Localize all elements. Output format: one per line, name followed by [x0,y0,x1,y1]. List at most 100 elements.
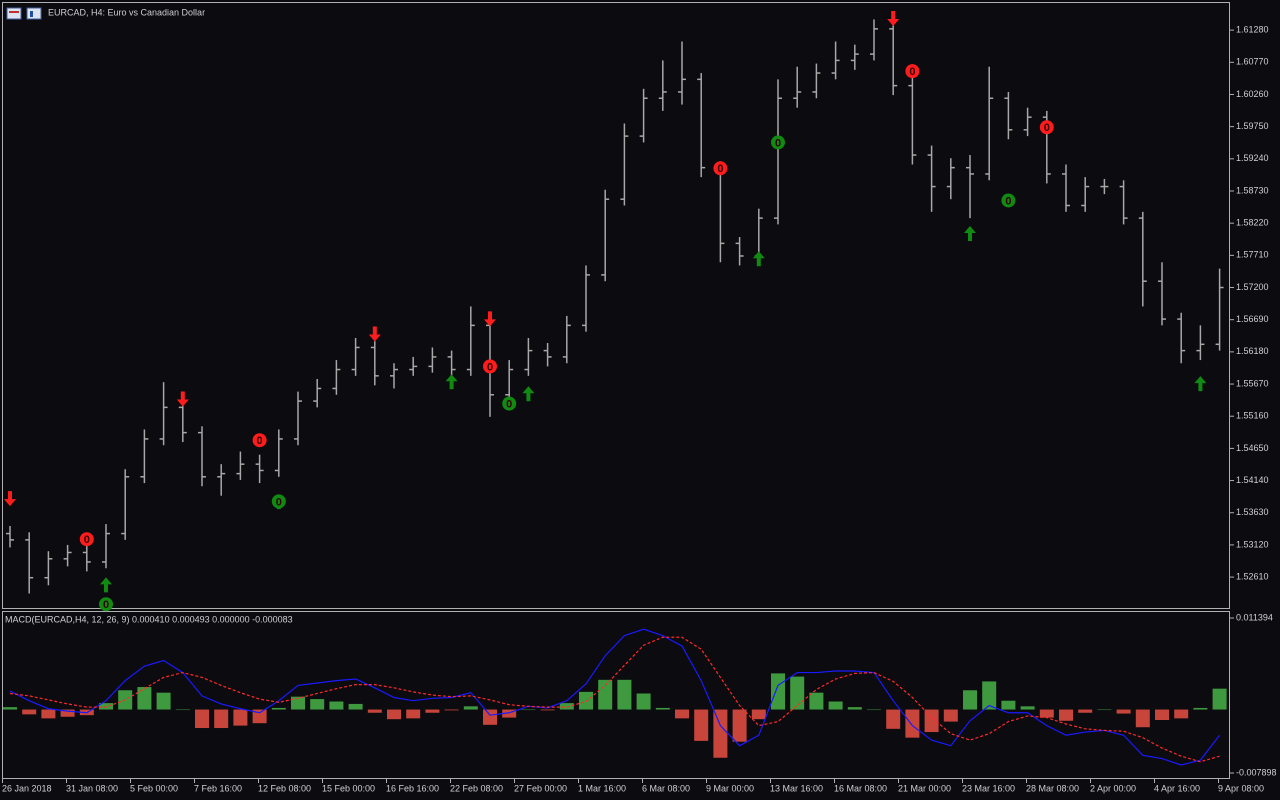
x-tick-label: 13 Mar 16:00 [770,783,823,793]
histogram-bar [214,709,229,729]
y-tick-label: 1.54140 [1236,475,1269,485]
x-tick-label: 22 Feb 08:00 [450,783,503,793]
x-tick-label: 6 Mar 08:00 [642,783,690,793]
histogram-bar [195,709,209,729]
histogram-bar [310,699,325,710]
histogram-bar [905,709,920,738]
histogram-bar [943,709,958,722]
signal-label: 0 [909,66,915,78]
buy-arrow [752,251,765,267]
sell-arrow [484,311,496,327]
histogram-bar [463,706,478,710]
x-tick-label: 31 Jan 08:00 [66,783,118,793]
y-tick-label: 1.59240 [1236,153,1269,163]
x-tick-label: 16 Feb 16:00 [386,783,439,793]
histogram-bar [502,709,517,718]
histogram-bar [1059,709,1073,721]
y-tick-label: 1.52610 [1236,571,1269,581]
histogram-bar [41,709,56,719]
signal-circle [1001,193,1016,208]
icon [6,7,22,20]
histogram-bar [1097,709,1112,711]
x-tick-label: 2 Apr 00:00 [1090,783,1136,793]
x-tick-label: 7 Feb 16:00 [194,783,242,793]
signal-label: 0 [257,435,263,447]
buy-arrow [522,386,535,402]
histogram-bar [636,693,651,710]
y-tick-label: -0.007898 [1236,767,1277,777]
chart-title: EURCAD, H4: Euro vs Canadian Dollar [48,7,205,17]
x-tick-label: 5 Feb 00:00 [130,783,178,793]
macd-line [9,628,1221,766]
sell-arrow [368,326,381,342]
signal-circle [771,135,785,150]
histogram-bar [1116,709,1131,714]
y-tick-label: 1.57200 [1236,282,1269,292]
histogram-bar [809,692,824,710]
signal-label: 0 [276,496,282,508]
histogram-bar [1155,709,1169,720]
x-tick-label: 4 Apr 16:00 [1154,783,1200,793]
histogram-bar [1020,706,1035,710]
histogram-bar [617,679,632,710]
y-tick-label: 1.58220 [1236,218,1269,228]
histogram-bar [982,681,997,710]
buy-arrow [1194,376,1207,392]
y-tick-label: 1.55160 [1236,411,1269,421]
icon [26,7,42,20]
histogram-bar [1193,707,1208,710]
icon-part [9,11,19,13]
histogram-bar [521,709,536,711]
y-tick-label: 1.59750 [1236,121,1269,131]
x-tick-label: 9 Mar 00:00 [706,783,754,793]
signal-circle [99,597,113,612]
y-tick-label: 1.57710 [1236,250,1269,260]
histogram-bar [1212,688,1227,710]
x-tick-label: 15 Feb 00:00 [322,783,375,793]
x-tick-label: 1 Mar 16:00 [578,783,626,793]
signal-label: 0 [103,599,109,611]
signal-circle [502,396,517,411]
x-tick-label: 16 Mar 08:00 [834,783,887,793]
histogram-bar [156,692,171,710]
x-tick-label: 21 Mar 00:00 [898,783,951,793]
x-tick-label: 12 Feb 08:00 [258,783,311,793]
histogram-bar [963,690,977,710]
histogram-bar [559,703,574,710]
signal-circle [252,433,267,448]
signal-label: 0 [1005,195,1011,207]
y-tick-label: 1.53120 [1236,539,1269,549]
signal-label: 0 [487,361,493,373]
macd-title: MACD(EURCAD,H4, 12, 26, 9) 0.000410 0.00… [5,614,293,624]
histogram-bar [252,709,267,724]
buy-arrow [964,226,976,242]
buy-arrow [445,374,458,390]
window-icons [6,7,42,20]
histogram-bar [1039,709,1054,718]
histogram-bar [22,709,37,715]
histogram-bar [579,691,593,710]
signal-circle [905,64,920,79]
histogram-bar [175,709,190,711]
histogram-bar [867,709,881,711]
histogram-bar [60,709,75,717]
signal-label: 0 [717,163,723,175]
histogram-bar [1174,709,1189,719]
histogram-bar [329,701,344,710]
sell-arrow [176,391,189,407]
signal-circle [271,494,286,509]
histogram-bar [751,709,766,720]
histogram-bar [348,703,363,710]
histogram-bar [713,709,728,758]
macd-pane-frame [2,611,1230,779]
histogram-bar [540,709,555,711]
icon-part [30,11,33,17]
x-tick-label: 9 Apr 08:00 [1218,783,1264,793]
histogram-bar [694,709,709,741]
signal-label: 0 [84,534,90,546]
histogram-bar [1078,709,1093,713]
y-tick-label: 1.56690 [1236,314,1269,324]
